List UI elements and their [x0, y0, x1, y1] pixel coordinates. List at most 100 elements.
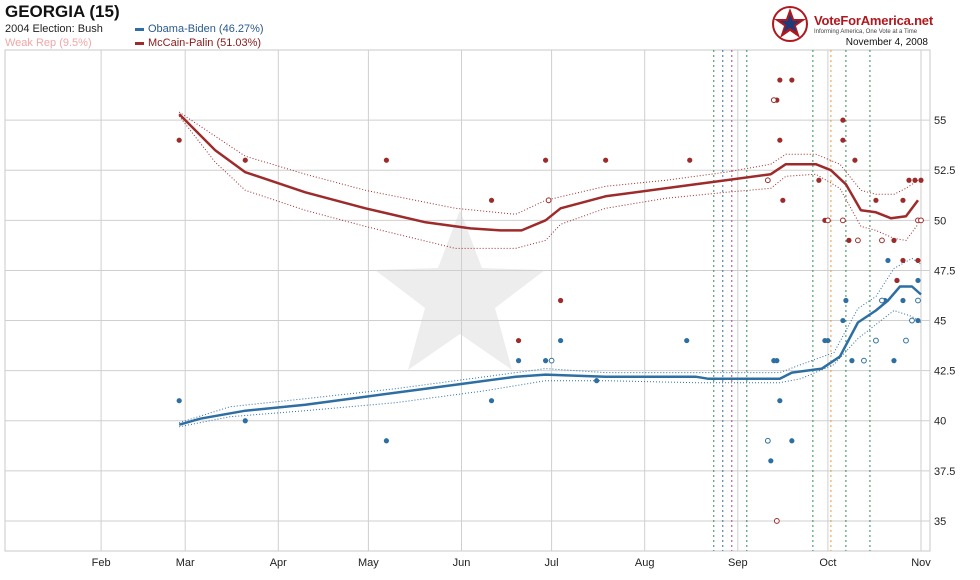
y-tick-label: 35	[934, 516, 946, 528]
brand-logo[interactable]: VoteForAmerica.net Informing America, On…	[770, 4, 970, 46]
x-tick-label: Jul	[545, 557, 559, 569]
poll-point-open-mccain	[764, 177, 771, 184]
poll-point-mccain	[891, 237, 897, 243]
poll-point-open-obama	[861, 357, 867, 364]
y-tick-label: 37.5	[934, 466, 955, 478]
poll-point-open-mccain	[773, 518, 780, 524]
legend-swatch-mccain	[135, 41, 144, 45]
poll-point-open-obama	[873, 337, 879, 344]
poll-point-mccain	[515, 337, 522, 344]
legend-swatch-obama	[135, 27, 144, 31]
star-logo-icon	[772, 6, 808, 42]
poll-point-mccain	[852, 157, 858, 163]
poll-point-open-obama	[764, 437, 771, 444]
poll-point-mccain	[383, 157, 390, 163]
legend-obama: Obama-Biden (46.27%)	[135, 23, 264, 35]
x-tick-label: Sep	[728, 557, 748, 569]
poll-point-mccain	[873, 197, 879, 203]
poll-point-mccain	[603, 157, 609, 163]
poll-point-obama	[840, 317, 846, 324]
star-watermark	[375, 210, 545, 370]
x-tick-label: Aug	[635, 557, 655, 569]
band-lower-obama	[179, 309, 922, 428]
poll-point-mccain	[900, 257, 906, 264]
x-tick-label: Mar	[176, 557, 195, 569]
band-upper-mccain	[178, 111, 919, 215]
poll-point-obama	[900, 297, 906, 304]
poll-point-obama	[825, 337, 831, 344]
poll-point-mccain	[846, 237, 852, 243]
poll-point-mccain	[687, 157, 693, 163]
poll-point-mccain	[242, 157, 248, 163]
poll-point-mccain	[488, 197, 495, 203]
poll-point-obama	[891, 358, 897, 364]
poll-point-obama	[542, 358, 549, 364]
poll-point-mccain	[558, 297, 564, 304]
poll-point-obama	[885, 257, 891, 264]
poll-point-open-obama	[879, 297, 885, 304]
poll-point-mccain	[789, 77, 795, 83]
legend-label-obama: Obama-Biden (46.27%)	[148, 23, 264, 35]
poll-point-obama	[515, 358, 522, 364]
poll-point-obama	[488, 398, 495, 404]
band-lower-mccain	[178, 115, 919, 249]
poll-point-mccain	[915, 257, 921, 264]
poll-point-mccain	[906, 177, 912, 183]
tick-labels: 35 37.5 40 42.5 45 47.5 50 52.5 55 Feb Mar Apr May Ju…	[92, 115, 956, 569]
poll-point-open-mccain	[879, 237, 885, 244]
poll-point-open-mccain	[855, 237, 861, 244]
y-tick-label: 40	[934, 416, 946, 428]
poll-point-mccain	[918, 177, 924, 183]
poll-point-open-mccain	[770, 97, 777, 103]
poll-point-open-mccain	[840, 217, 846, 224]
chart-date: November 4, 2008	[845, 37, 928, 48]
poll-point-obama	[768, 458, 774, 464]
previous-election: 2004 Election: Bush	[5, 23, 103, 35]
poll-point-obama	[383, 438, 390, 444]
poll-point-open-obama	[909, 317, 915, 324]
poll-point-obama	[789, 438, 795, 444]
brand-name: VoteForAmerica.net	[814, 13, 933, 28]
poll-point-obama	[843, 297, 849, 304]
trend-line-obama	[178, 285, 922, 426]
y-tick-label: 45	[934, 316, 946, 328]
trend-line-mccain	[178, 113, 919, 232]
poll-point-obama	[915, 277, 921, 284]
poll-point-obama	[176, 398, 182, 404]
y-tick-label: 55	[934, 115, 946, 127]
poll-point-mccain	[542, 157, 549, 163]
x-tick-label: Jun	[453, 557, 471, 569]
poll-point-mccain	[840, 117, 846, 123]
poll-point-mccain	[777, 137, 783, 143]
poll-point-mccain	[900, 197, 906, 203]
poll-point-obama	[242, 418, 248, 424]
poll-point-obama	[777, 398, 783, 404]
poll-point-mccain	[912, 177, 918, 183]
page-title: GEORGIA (15)	[5, 2, 120, 21]
poll-point-mccain	[777, 77, 783, 83]
poll-point-open-obama	[915, 297, 921, 304]
poll-point-obama	[774, 358, 780, 364]
series-layer	[176, 77, 924, 524]
poll-point-obama	[558, 337, 564, 344]
plot-frame	[4, 49, 931, 552]
poll-point-mccain	[780, 197, 786, 203]
lean-label: Weak Rep (9.5%)	[5, 37, 92, 49]
band-upper-obama	[179, 257, 922, 424]
poll-point-open-mccain	[824, 217, 831, 224]
x-tick-label: Feb	[92, 557, 111, 569]
poll-point-obama	[849, 358, 855, 364]
y-tick-label: 52.5	[934, 165, 955, 177]
y-tick-label: 42.5	[934, 366, 955, 378]
poll-point-mccain	[840, 137, 846, 143]
poll-point-obama	[915, 317, 921, 324]
poll-point-obama	[684, 337, 690, 344]
legend-label-mccain: McCain-Palin (51.03%)	[148, 37, 262, 49]
poll-point-open-obama	[548, 357, 555, 364]
y-tick-label: 50	[934, 215, 946, 227]
poll-point-mccain	[816, 177, 822, 183]
grid	[4, 49, 931, 552]
poll-point-mccain	[176, 137, 182, 143]
poll-point-open-mccain	[918, 217, 924, 224]
